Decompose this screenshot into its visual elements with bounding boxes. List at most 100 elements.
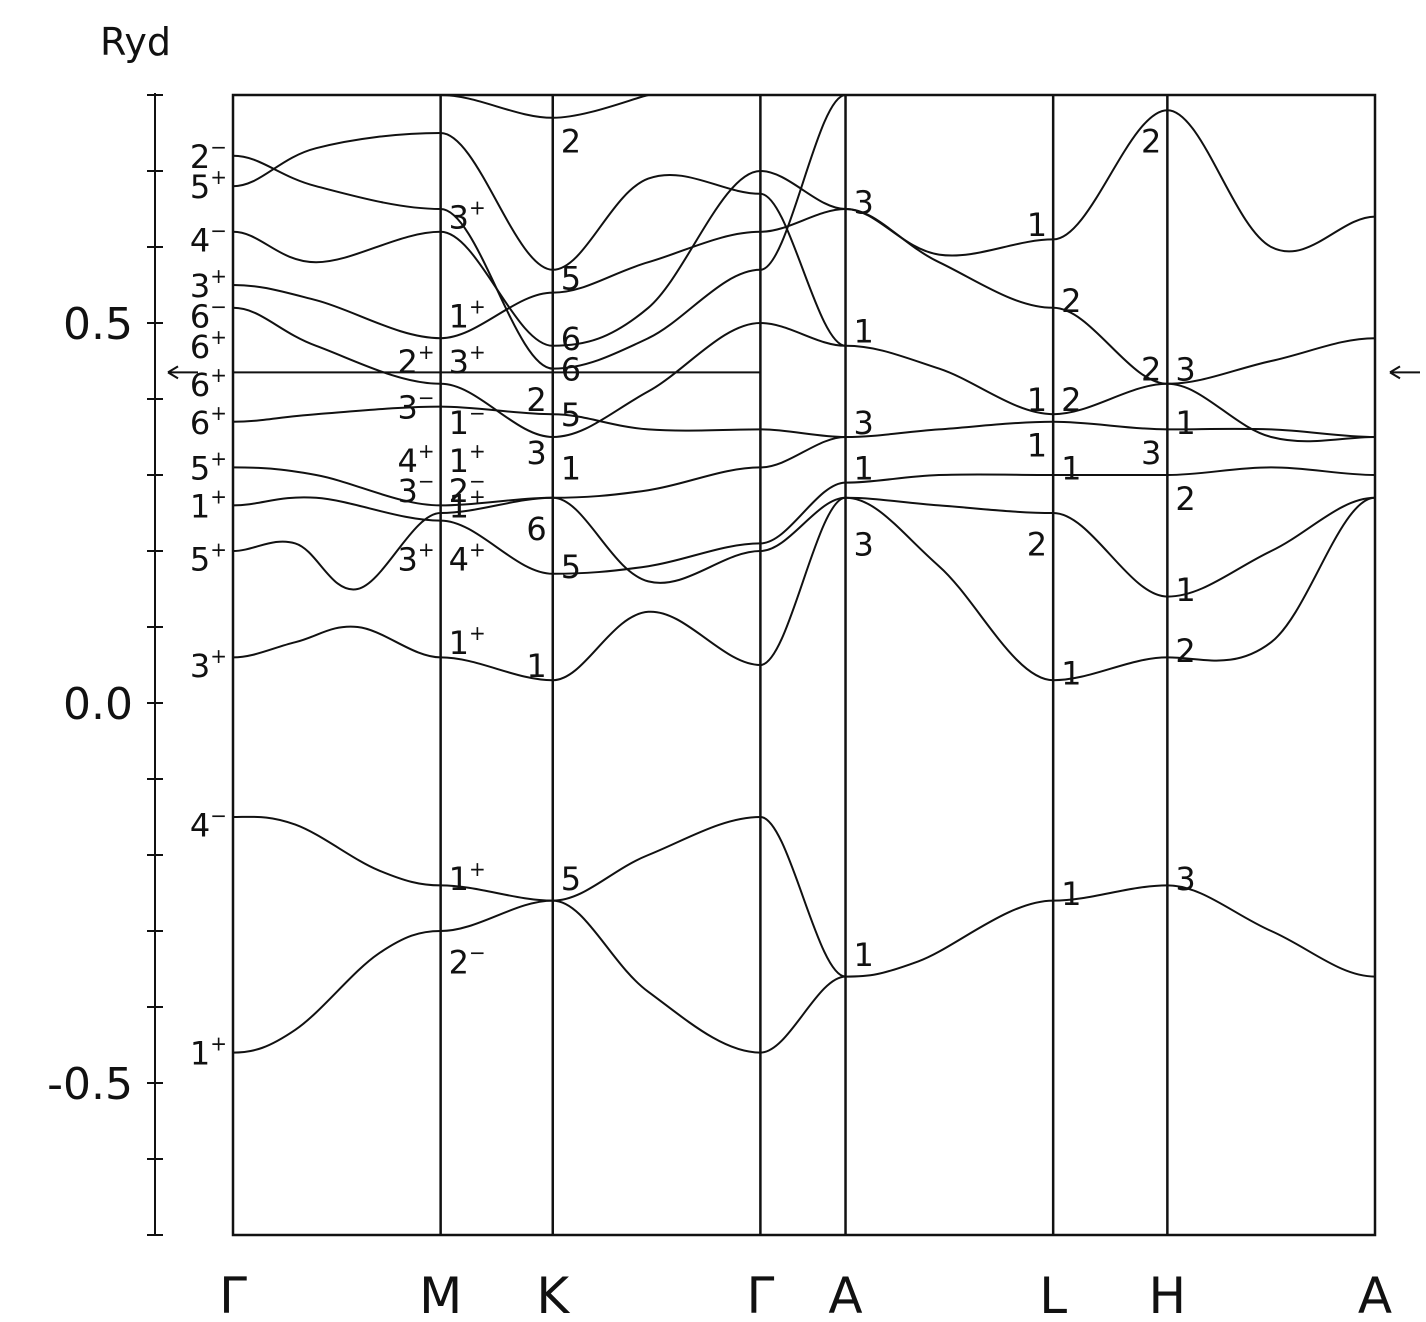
irrep-label: 5 <box>561 548 581 586</box>
band-line <box>232 466 1376 575</box>
irrep-label: 1 <box>1175 404 1195 442</box>
band-line <box>232 207 1376 443</box>
irrep-label: 1+ <box>449 621 486 662</box>
irrep-label: 1+ <box>190 484 227 525</box>
irrep-label: 5+ <box>190 165 227 206</box>
k-point-label: L <box>1039 1267 1067 1322</box>
k-point-label: Γ <box>746 1267 774 1322</box>
irrep-label: 2 <box>1175 480 1195 518</box>
irrep-label: 2− <box>449 469 486 510</box>
irrep-label: 2 <box>1061 282 1081 320</box>
band-line <box>232 815 846 978</box>
k-point-label: A <box>828 1267 862 1322</box>
irrep-label: 1 <box>1175 571 1195 609</box>
irrep-label: 2+ <box>398 340 435 381</box>
band-line <box>232 496 1376 682</box>
irrep-label: 3+ <box>190 264 227 305</box>
k-point-lines <box>439 95 1169 1235</box>
irrep-label: 3− <box>398 469 435 510</box>
irrep-label: 6+ <box>190 401 227 442</box>
irrep-label: 1+ <box>190 1032 227 1073</box>
irrep-label: 2 <box>1061 381 1081 419</box>
irrep-label: 3+ <box>398 538 435 579</box>
irrep-label: 3 <box>854 525 874 563</box>
irrep-label: 3+ <box>449 196 486 237</box>
band-line <box>232 436 846 507</box>
irrep-label: 1 <box>854 313 874 351</box>
irrep-label: 1 <box>1061 655 1081 693</box>
irrep-label: 1 <box>526 647 546 685</box>
irrep-label: 1+ <box>449 484 486 525</box>
band-line <box>232 405 1376 439</box>
fermi-level-markers <box>167 365 1420 380</box>
fermi-arrow-left-head <box>167 365 179 380</box>
irrep-label: 1 <box>1027 381 1047 419</box>
irrep-label: 1 <box>1061 449 1081 487</box>
irrep-label: 2 <box>1027 525 1047 563</box>
irrep-label: 6 <box>526 510 546 548</box>
y-tick-label: 0.5 <box>63 299 133 350</box>
irrep-label: 1+ <box>449 439 486 480</box>
irrep-label: 2 <box>1175 632 1195 670</box>
irrep-label: 3 <box>526 434 546 472</box>
irrep-label: 6− <box>190 294 227 335</box>
irrep-label: 1− <box>449 401 486 442</box>
irrep-label: 5 <box>561 860 581 898</box>
irrep-label: 3 <box>1175 860 1195 898</box>
irrep-label: 2 <box>526 381 546 419</box>
band-line <box>232 131 846 347</box>
irrep-label: 4+ <box>398 439 435 480</box>
y-axis-label: Ryd <box>100 20 171 64</box>
irrep-label: 1 <box>854 449 874 487</box>
y-ticks: 0.5 0.0 -0.5 <box>47 94 163 1236</box>
irrep-label: 1+ <box>449 857 486 898</box>
k-point-label: H <box>1149 1267 1187 1322</box>
y-tick-label: 0.0 <box>63 679 133 730</box>
irrep-label: 1 <box>561 449 581 487</box>
irrep-label: 3 <box>854 404 874 442</box>
irrep-label: 6+ <box>190 325 227 366</box>
irrep-label: 3 <box>1141 434 1161 472</box>
irrep-label: 4+ <box>449 538 486 579</box>
k-point-label: Γ <box>219 1267 247 1322</box>
band-line <box>232 306 1376 439</box>
irrep-label: 1 <box>1027 427 1047 465</box>
irrep-label: 3− <box>398 386 435 427</box>
band-line <box>440 94 649 119</box>
k-point-label: M <box>419 1267 462 1322</box>
irrep-label: 3 <box>1175 351 1195 389</box>
k-point-label: K <box>536 1267 570 1322</box>
irrep-label: 2 <box>1141 123 1161 161</box>
irrep-label: 5+ <box>190 538 227 579</box>
irrep-label: 6 <box>561 320 581 358</box>
irrep-label: 4− <box>190 804 227 845</box>
bands <box>232 94 1376 1054</box>
band-line <box>232 884 1376 1054</box>
irrep-label: 2 <box>561 123 581 161</box>
irrep-label: 1 <box>1061 875 1081 913</box>
y-tick-label: -0.5 <box>47 1059 133 1110</box>
irrep-label: 5 <box>561 259 581 297</box>
irrep-label: 4− <box>190 218 227 259</box>
irrep-label: 1 <box>854 936 874 974</box>
irrep-label: 3 <box>854 183 874 221</box>
band-line <box>232 496 1376 598</box>
irrep-label: 2 <box>1141 351 1161 389</box>
irrep-label: 3+ <box>190 644 227 685</box>
band-line <box>232 94 846 370</box>
plot-frame <box>231 93 1377 1237</box>
irrep-label: 5+ <box>190 446 227 487</box>
irrep-label: 2− <box>190 135 227 176</box>
band-line <box>232 109 1376 347</box>
irrep-label: 3+ <box>449 340 486 381</box>
irrep-label: 6+ <box>190 363 227 404</box>
irrep-label: 1 <box>1027 206 1047 244</box>
irrep-label: 1+ <box>449 294 486 335</box>
irrep-labels: 2−5+4−3+6−6+6+6+5+1+5+3+4−1+3+1+2+ 3+3−1−… <box>190 123 1196 1073</box>
fermi-arrow-right-head <box>1389 365 1401 380</box>
irrep-label: 2− <box>449 940 486 981</box>
irrep-label: 6 <box>561 351 581 389</box>
k-point-label: A <box>1358 1267 1392 1322</box>
